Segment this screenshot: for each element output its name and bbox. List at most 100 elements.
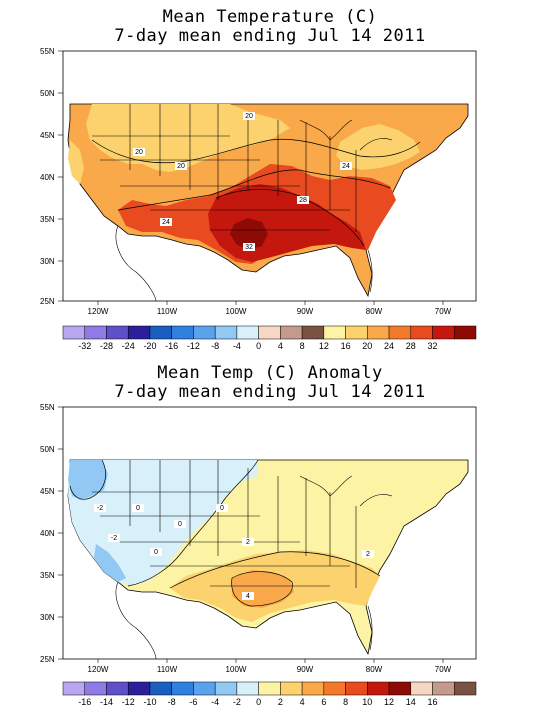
map2-contour-label: 0	[220, 505, 224, 512]
map1-colorbar-swatch	[258, 325, 281, 340]
map2-contours	[69, 459, 381, 607]
map1-lon-70w: 70W	[435, 307, 452, 316]
map1-colorbar-swatch	[84, 325, 107, 340]
map1-lat-axis: 55N 50N 45N 40N 35N 30N 25N	[40, 47, 63, 306]
map1-colorbar-label: -16	[165, 341, 178, 350]
map2-contour-label: -2	[111, 535, 117, 542]
map1-colorbar-swatch	[323, 325, 346, 340]
map1-colorbar-swatch	[106, 325, 129, 340]
map1-title: Mean Temperature (C) 7-day mean ending J…	[0, 8, 540, 46]
map1-lat-45n: 45N	[40, 131, 55, 140]
map1-colorbar-label: 4	[278, 341, 283, 350]
map2-lon-120w: 120W	[88, 665, 109, 674]
map2-colorbar-label: -4	[211, 697, 219, 707]
map1-colorbar-label: 28	[406, 341, 416, 350]
map2-region-cool-mid	[68, 460, 108, 500]
map1-coast-lines	[115, 119, 393, 301]
map1-colorbar-label: 24	[384, 341, 394, 350]
map2-contour-label: 4	[246, 593, 250, 600]
map1-colorbar-label: 16	[341, 341, 351, 350]
map2-colorbar-label: 6	[321, 697, 326, 707]
map2-colorbar-swatch	[62, 681, 85, 696]
map2-colorbar-label: -6	[189, 697, 197, 707]
map2-colorbar-label: -2	[233, 697, 241, 707]
map2-colorbar-swatch	[367, 681, 390, 696]
map2-lon-70w: 70W	[435, 665, 452, 674]
map2-lat-55n: 55N	[40, 403, 55, 412]
map1-contour-label: 24	[162, 219, 170, 226]
map2-colorbar-label: -14	[100, 697, 113, 707]
map2-contour-labels: -2 -2 0 0 0 0 2 2 4	[94, 504, 374, 600]
map1-lon-axis: 120W 110W 100W 90W 80W 70W	[88, 301, 452, 316]
map1-contour-label: 20	[135, 149, 143, 156]
map2-colorbar-label: 12	[384, 697, 394, 707]
map2-colorbar-swatch	[388, 681, 412, 696]
map1-contour-label: 28	[299, 197, 307, 204]
map1-colorbar-swatch	[127, 325, 151, 340]
map2-colorbar: -16 -14 -12 -10 -8 -6 -4 -2 0 2 4 6 8 10 12 14 16	[62, 681, 477, 707]
map2-lon-90w: 90W	[297, 665, 314, 674]
map2-title: Mean Temp (C) Anomaly 7-day mean ending …	[0, 364, 540, 402]
map1-region-32-plus	[230, 218, 268, 250]
map2-region-cool-mid-sw	[94, 544, 126, 582]
map2-colorbar-swatch	[454, 681, 477, 696]
map1-colorbar-label: -32	[78, 341, 91, 350]
map1-title-line2: 7-day mean ending Jul 14 2011	[114, 26, 426, 46]
map1-colorbar-label: 20	[362, 341, 372, 350]
map1-svg: 55N 50N 45N 40N 35N 30N 25N 120W 110W 10…	[40, 47, 477, 350]
map1-lat-35n: 35N	[40, 215, 55, 224]
map2-colorbar-label: -8	[168, 697, 176, 707]
map1-colorbar-swatch	[214, 325, 238, 340]
map2-colorbar-swatch	[193, 681, 216, 696]
map1-colorbar-label: -24	[122, 341, 135, 350]
map1-lon-110w: 110W	[157, 307, 178, 316]
map2-title-line2: 7-day mean ending Jul 14 2011	[114, 382, 426, 402]
map1-colorbar-swatch	[62, 325, 85, 340]
map1-colorbar-label: -28	[100, 341, 113, 350]
map1-colorbar-swatch	[410, 325, 433, 340]
map2-lat-40n: 40N	[40, 529, 55, 538]
map1-lon-80w: 80W	[366, 307, 383, 316]
map1-colorbar-label: 0	[256, 341, 261, 350]
map2-contour-label: 0	[178, 521, 182, 528]
map1-frame	[62, 50, 477, 302]
map2-coast-lines	[115, 475, 393, 659]
map2-lat-axis: 55N 50N 45N 40N 35N 30N 25N	[40, 403, 63, 664]
map2-contour-label: 0	[154, 549, 158, 556]
map2-colorbar-swatch	[214, 681, 238, 696]
map1-title-line1: Mean Temperature (C)	[162, 7, 378, 27]
map1-state-lines	[92, 104, 357, 232]
map2-colorbar-swatch	[258, 681, 281, 696]
map1-colorbar-label: -20	[143, 341, 156, 350]
map2-lat-50n: 50N	[40, 445, 55, 454]
map2-colorbar-swatch	[84, 681, 107, 696]
map2-colorbar-swatch	[127, 681, 151, 696]
map2-colorbar-label: 0	[256, 697, 261, 707]
map2-colorbar-swatch	[345, 681, 368, 696]
map2-colorbar-label: 16	[428, 697, 438, 707]
map1-colorbar-label: -8	[211, 341, 219, 350]
map2-region-cool-light	[68, 460, 258, 586]
map2-lat-30n: 30N	[40, 613, 55, 622]
map1-colorbar-swatch	[454, 325, 477, 340]
map1-lon-100w: 100W	[226, 307, 247, 316]
map1-colorbar-label: -4	[233, 341, 241, 350]
map2-contour-label: -2	[97, 505, 103, 512]
map1-lon-120w: 120W	[88, 307, 109, 316]
map2-colorbar-swatch	[171, 681, 194, 696]
map2-colorbar-swatch	[301, 681, 325, 696]
map2-lon-80w: 80W	[366, 665, 383, 674]
map1-panel: 55N 50N 45N 40N 35N 30N 25N 120W 110W 10…	[0, 0, 540, 350]
map1-colorbar-swatch	[432, 325, 455, 340]
map2-contour-label: 2	[366, 551, 370, 558]
map2-title-line1: Mean Temp (C) Anomaly	[157, 363, 383, 383]
map1-region-west-coast	[68, 140, 84, 184]
map2-colorbar-swatch	[106, 681, 129, 696]
map2-lon-110w: 110W	[157, 665, 178, 674]
map2-svg: 55N 50N 45N 40N 35N 30N 25N 120W 110W 10…	[40, 403, 477, 707]
map2-lon-axis: 120W 110W 100W 90W 80W 70W	[88, 659, 452, 674]
map2-lat-35n: 35N	[40, 571, 55, 580]
map2-lat-25n: 25N	[40, 655, 55, 664]
map1-lat-25n: 25N	[40, 297, 55, 306]
map2-colorbar-label: -10	[143, 697, 156, 707]
